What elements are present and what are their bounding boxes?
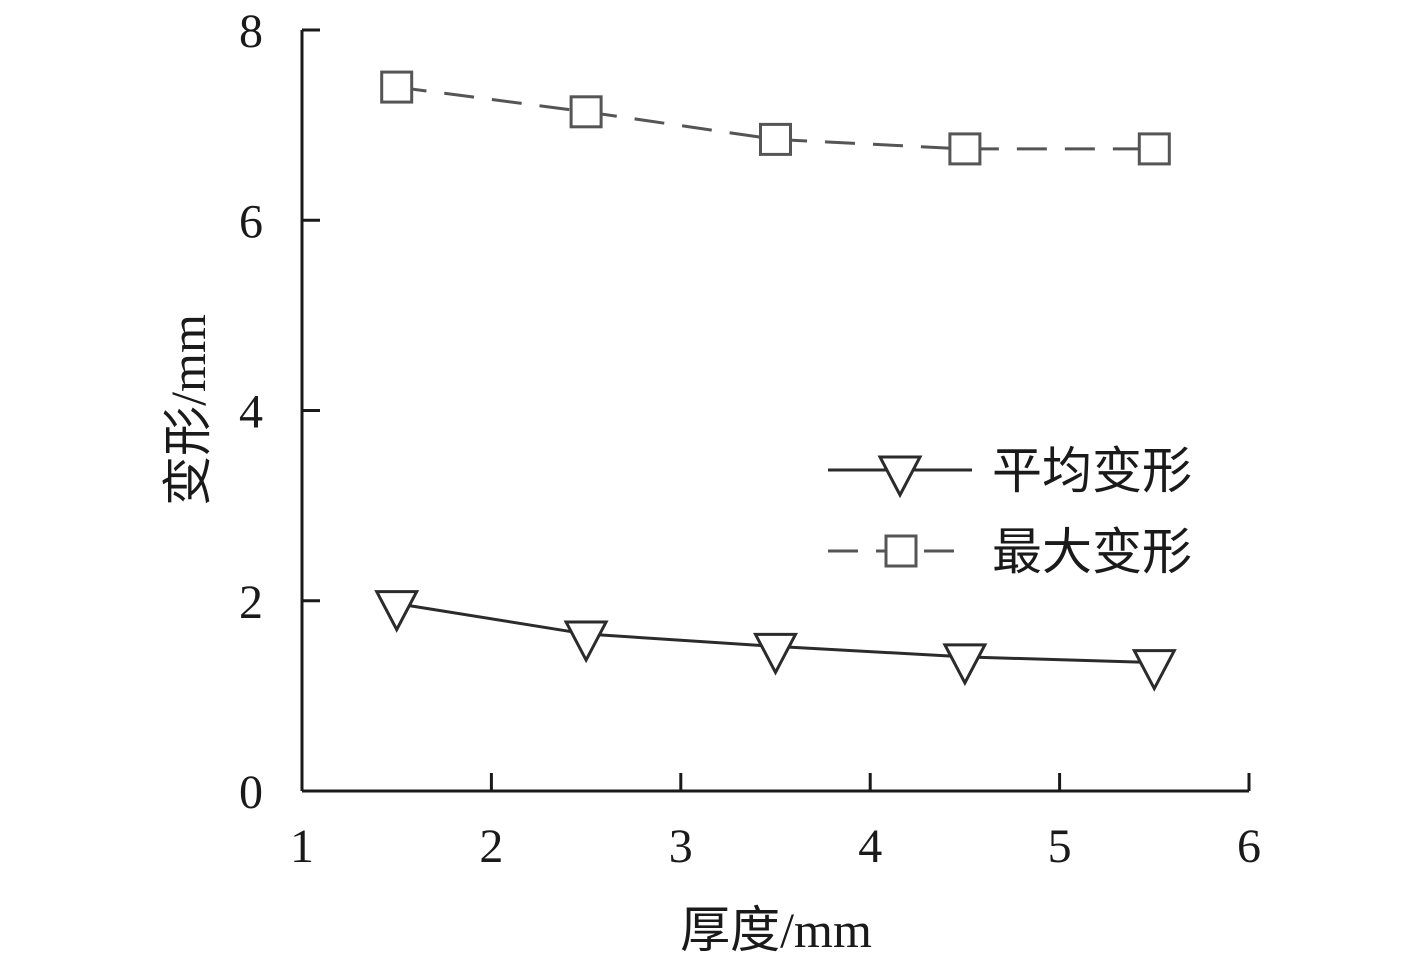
data-point-square (759, 122, 792, 156)
y-tick-label: 8 (239, 5, 263, 58)
data-point-triangle (563, 620, 609, 664)
data-point-square (569, 95, 603, 129)
y-axis-label: 变形/mm (160, 314, 216, 506)
legend-label-average: 平均变形 (992, 443, 1192, 499)
legend-item-max: 最大变形 (828, 524, 1192, 580)
legend-item-average: 平均变形 (828, 443, 1192, 499)
x-tick-label: 6 (1237, 820, 1261, 873)
data-point-triangle (374, 590, 420, 633)
series-max (380, 70, 1171, 166)
x-ticks: 1 2 3 4 5 6 (290, 773, 1261, 873)
y-tick-label: 6 (239, 195, 263, 248)
series-average (374, 590, 1177, 692)
data-point-triangle (1131, 649, 1177, 692)
x-tick-label: 5 (1048, 820, 1072, 873)
x-axis-label: 厚度/mm (680, 902, 872, 958)
data-point-square (380, 70, 414, 104)
data-point-triangle (942, 643, 988, 687)
y-tick-label: 0 (239, 766, 263, 819)
y-ticks: 0 2 4 6 8 (239, 5, 320, 819)
legend-marker-square (884, 534, 918, 568)
data-point-square (1137, 132, 1171, 166)
legend-label-max: 最大变形 (992, 524, 1192, 580)
x-tick-label: 3 (669, 820, 693, 873)
legend-marker-triangle (877, 455, 923, 499)
x-tick-label: 1 (290, 820, 314, 873)
y-tick-label: 2 (239, 576, 263, 629)
x-tick-label: 4 (858, 820, 882, 873)
legend: 平均变形 最大变形 (828, 443, 1192, 580)
series-line (396, 85, 1155, 151)
y-tick-label: 4 (239, 386, 263, 439)
data-point-square (948, 132, 982, 166)
data-point-triangle (753, 632, 798, 676)
x-tick-label: 2 (479, 820, 503, 873)
series-layer (374, 70, 1177, 692)
